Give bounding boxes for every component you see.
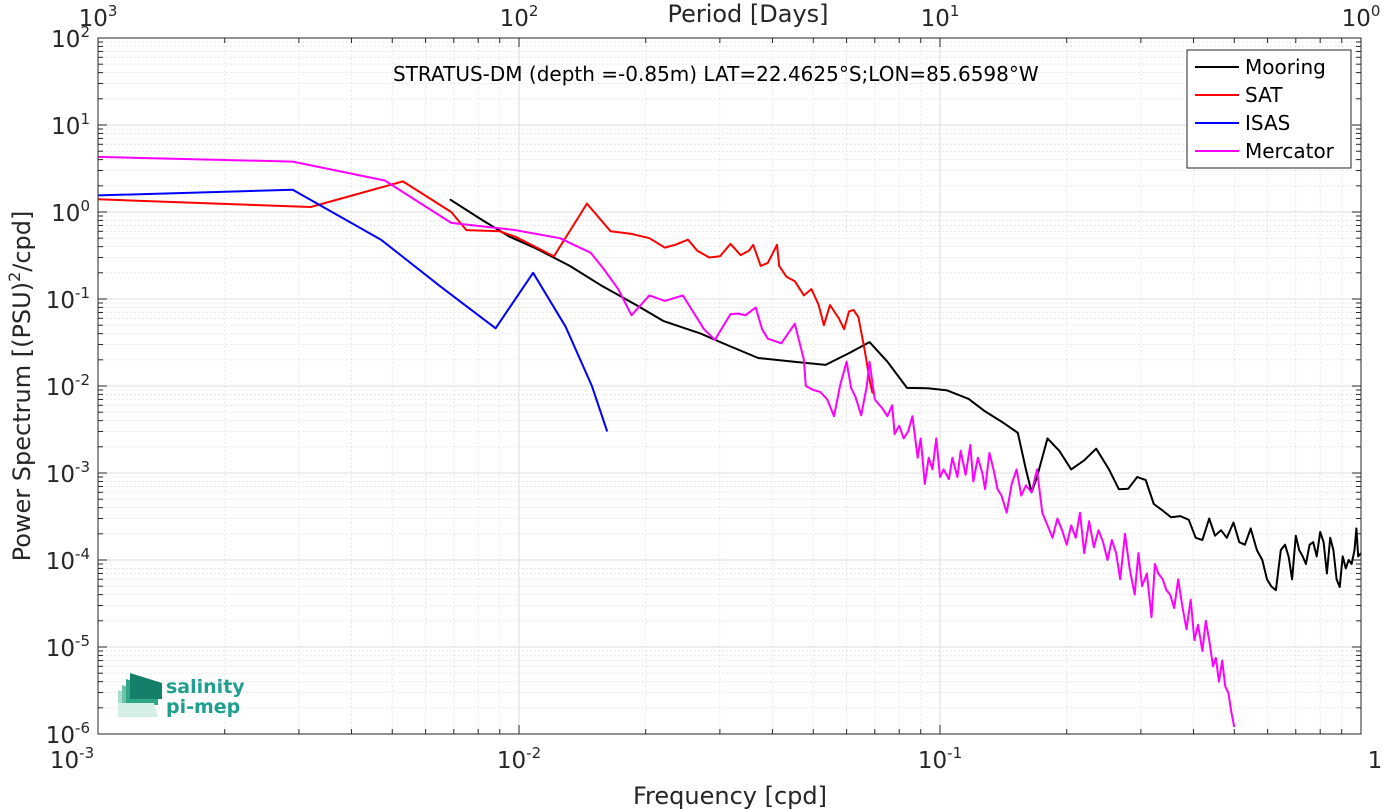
annotation: STRATUS-DM (depth =-0.85m) LAT=22.4625°S… — [393, 62, 1039, 86]
top-tick-label: 100 — [1342, 2, 1381, 32]
y-tick-label: 10-2 — [46, 371, 90, 401]
legend-label: Mercator — [1245, 139, 1335, 163]
y-tick-label: 102 — [51, 23, 90, 53]
x-tick-label: 10-3 — [50, 744, 94, 774]
series-mooring — [449, 198, 1362, 592]
legend-item-isas: ISAS — [1195, 111, 1290, 135]
y-tick-label: 10-6 — [46, 719, 90, 749]
tick-labels: 10-310-210-110010310210110010210110010-1… — [46, 2, 1383, 774]
legend-label: Mooring — [1245, 55, 1326, 79]
logo-icon — [118, 673, 162, 717]
top-x-axis-label: Period [Days] — [667, 0, 828, 28]
y-tick-label: 10-4 — [46, 545, 90, 575]
x-tick-label: 10-2 — [497, 744, 541, 774]
legend-box — [1186, 49, 1352, 169]
series-mercator — [97, 155, 1236, 728]
top-tick-label: 101 — [921, 2, 960, 32]
logo-text-line2: pi-mep — [166, 696, 240, 718]
series-isas — [97, 188, 609, 432]
series-line-isas — [97, 188, 609, 432]
series-layer — [97, 155, 1362, 728]
salinity-pi-mep-logo: salinity pi-mep — [118, 673, 245, 718]
y-tick-label: 10-5 — [46, 632, 90, 662]
top-tick-label: 103 — [79, 2, 118, 32]
plot-frame — [97, 37, 1362, 735]
logo-text-line1: salinity — [166, 676, 245, 698]
x-tick-label: 100 — [1368, 744, 1383, 774]
legend-item-mooring: Mooring — [1195, 55, 1326, 79]
y-tick-label: 100 — [51, 197, 90, 227]
series-line-mooring — [449, 198, 1362, 592]
y-axis-label: Power Spectrum [(PSU)2/cpd] — [5, 211, 36, 562]
legend: Mooring SAT ISAS Mercator — [1186, 49, 1352, 169]
series-sat — [97, 180, 876, 396]
y-tick-label: 101 — [51, 110, 90, 140]
y-tick-label: 10-3 — [46, 458, 90, 488]
grid — [97, 37, 1362, 735]
x-tick-label: 10-1 — [918, 744, 962, 774]
series-line-mercator — [97, 155, 1236, 728]
series-line-sat — [97, 180, 876, 396]
x-axis-label: Frequency [cpd] — [633, 782, 827, 809]
y-tick-label: 10-1 — [46, 284, 90, 314]
top-tick-label: 102 — [500, 2, 539, 32]
legend-item-sat: SAT — [1195, 83, 1283, 107]
legend-label: ISAS — [1245, 111, 1290, 135]
legend-label: SAT — [1245, 83, 1283, 107]
legend-item-mercator: Mercator — [1195, 139, 1335, 163]
